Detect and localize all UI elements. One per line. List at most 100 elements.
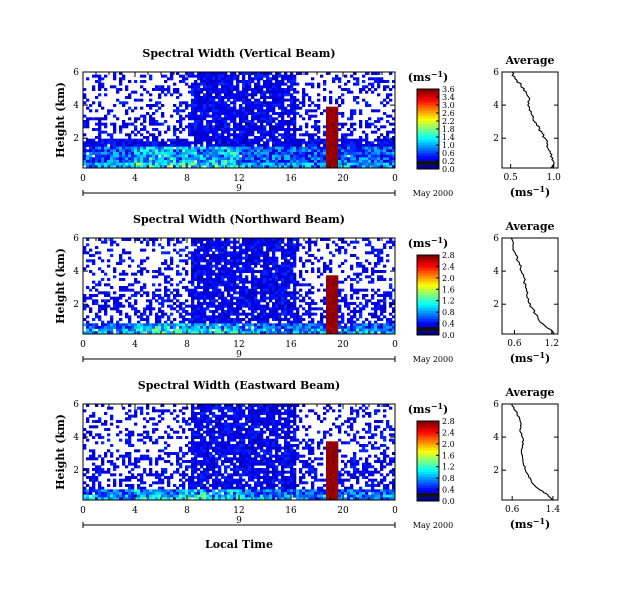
heatmap-cell xyxy=(266,256,270,260)
heatmap-cell xyxy=(383,125,387,129)
heatmap-cell xyxy=(230,312,234,316)
heatmap-cell xyxy=(221,125,225,129)
heatmap-cell xyxy=(197,117,201,121)
heatmap-cell xyxy=(197,160,201,163)
heatmap-cell xyxy=(185,312,189,316)
heatmap-cell xyxy=(230,275,234,279)
heatmap-cell xyxy=(143,162,147,166)
heatmap-cell xyxy=(164,259,168,263)
heatmap-cell xyxy=(164,280,168,284)
heatmap-cell xyxy=(371,130,375,134)
heatmap-cell xyxy=(314,160,318,163)
heatmap-cell xyxy=(287,270,291,273)
heatmap-cell xyxy=(119,82,123,86)
heatmap-cell xyxy=(248,77,252,81)
heatmap-cell xyxy=(275,125,279,129)
heatmap-cell xyxy=(203,162,207,166)
heatmap-cell xyxy=(194,304,198,308)
heatmap-cell xyxy=(332,302,336,305)
heatmap-cell xyxy=(92,473,96,477)
heatmap-cell xyxy=(119,331,123,335)
heatmap-cell xyxy=(350,125,354,129)
heatmap-cell xyxy=(308,136,312,139)
heatmap-cell xyxy=(236,74,240,78)
heatmap-cell xyxy=(86,404,90,407)
heatmap-cell xyxy=(227,328,231,332)
heatmap-cell xyxy=(239,307,243,311)
heatmap-cell xyxy=(161,138,165,142)
heatmap-cell xyxy=(320,74,324,78)
heatmap-cell xyxy=(137,117,141,121)
heatmap-cell xyxy=(191,165,195,169)
heatmap-cell xyxy=(134,80,138,83)
heatmap-cell xyxy=(296,320,300,324)
heatmap-cell xyxy=(218,243,222,247)
heatmap-cell xyxy=(272,264,276,268)
heatmap-cell xyxy=(107,157,111,161)
heatmap-cell xyxy=(314,114,318,118)
heatmap-cell xyxy=(227,152,231,155)
heatmap-cell xyxy=(236,270,240,273)
heatmap-cell xyxy=(128,296,132,300)
heatmap-cell xyxy=(326,109,330,113)
heatmap-cell xyxy=(179,149,183,153)
heatmap-cell xyxy=(134,278,138,281)
heatmap-cell xyxy=(203,299,207,303)
heatmap-cell xyxy=(293,280,297,284)
heatmap-cell xyxy=(263,259,267,263)
heatmap-cell xyxy=(173,296,177,300)
heatmap-cell xyxy=(377,262,381,265)
heatmap-cell xyxy=(194,254,198,257)
heatmap-cell xyxy=(170,160,174,163)
heatmap-cell xyxy=(383,165,387,169)
heatmap-cell xyxy=(338,160,342,163)
heatmap-cell xyxy=(260,88,264,91)
heatmap-cell xyxy=(227,275,231,279)
heatmap-cell xyxy=(242,117,246,121)
heatmap-cell xyxy=(215,154,219,158)
heatmap-cell xyxy=(113,152,117,155)
heatmap-cell xyxy=(215,272,219,276)
heatmap-cell xyxy=(83,162,87,166)
heatmap-cell xyxy=(380,270,384,273)
heatmap-cell xyxy=(347,312,351,316)
heatmap-cell xyxy=(332,296,336,300)
heatmap-cell xyxy=(266,240,270,244)
heatmap-cell xyxy=(119,318,123,321)
heatmap-cell xyxy=(233,331,237,335)
heatmap-cell xyxy=(257,106,261,110)
heatmap-cell xyxy=(161,165,165,169)
heatmap-cell xyxy=(329,146,333,150)
heatmap-cell xyxy=(239,160,243,163)
heatmap-cell xyxy=(287,120,291,123)
heatmap-cell xyxy=(134,326,138,329)
heatmap-cell xyxy=(272,93,276,97)
heatmap-cell xyxy=(314,146,318,150)
heatmap-cell xyxy=(371,315,375,319)
heatmap-cell xyxy=(260,283,264,287)
heatmap-cell xyxy=(293,82,297,86)
y-tick-label: 6 xyxy=(73,68,79,78)
heatmap-cell xyxy=(284,299,288,303)
heatmap-cell xyxy=(233,165,237,169)
heatmap-cell xyxy=(242,283,246,287)
heatmap-cell xyxy=(350,133,354,137)
heatmap-cell xyxy=(164,323,168,327)
heatmap-cell xyxy=(290,323,294,327)
heatmap-cell xyxy=(134,165,138,169)
heatmap-cell xyxy=(176,310,180,313)
heatmap-cell xyxy=(296,283,300,287)
heatmap-cell xyxy=(263,160,267,163)
heatmap-cell xyxy=(167,328,171,332)
heatmap-cell xyxy=(356,144,360,147)
heatmap-cell xyxy=(155,318,159,321)
heatmap-cell xyxy=(215,288,219,292)
heatmap-cell xyxy=(389,146,393,150)
heatmap-cell xyxy=(185,270,189,273)
heatmap-cell xyxy=(341,262,345,265)
heatmap-cell xyxy=(320,320,324,324)
heatmap-cell xyxy=(272,125,276,129)
heatmap-cell xyxy=(221,267,225,271)
heatmap-cell xyxy=(98,144,102,147)
heatmap-cell xyxy=(365,149,369,153)
